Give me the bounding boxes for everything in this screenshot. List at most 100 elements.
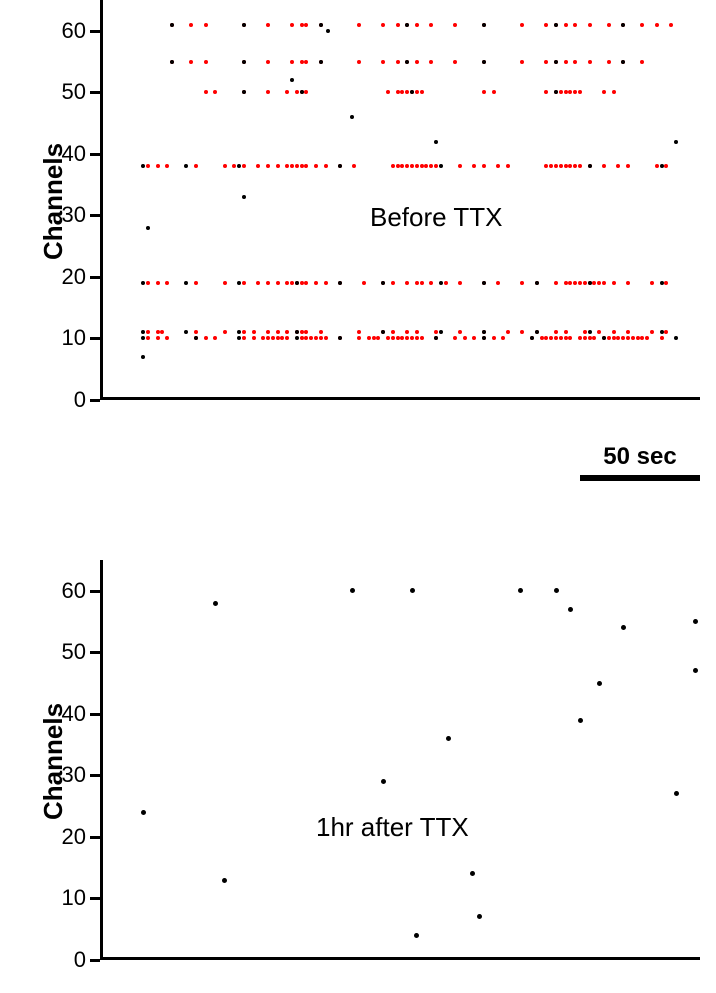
raster-dot [256, 281, 260, 285]
raster-dot [295, 330, 299, 334]
raster-dot [458, 330, 462, 334]
raster-dot [285, 90, 289, 94]
raster-dot [295, 336, 299, 340]
raster-dot [400, 336, 404, 340]
raster-dot [156, 164, 160, 168]
y-tick-label: 60 [50, 578, 86, 604]
raster-dot [674, 140, 678, 144]
y-tick-label: 0 [50, 387, 86, 413]
raster-dot [405, 330, 409, 334]
raster-dot [564, 330, 568, 334]
raster-dot [602, 164, 606, 168]
raster-dot [381, 281, 385, 285]
raster-dot [223, 281, 227, 285]
raster-dot [554, 90, 558, 94]
raster-dot [189, 23, 193, 27]
raster-dot [396, 164, 400, 168]
raster-dot [252, 336, 256, 340]
raster-dot [319, 60, 323, 64]
raster-dot [194, 281, 198, 285]
y-tick [90, 91, 100, 94]
raster-dot [415, 336, 419, 340]
raster-dot [314, 336, 318, 340]
raster-dot [588, 281, 592, 285]
raster-dot [434, 140, 438, 144]
raster-dot [568, 336, 572, 340]
raster-dot [616, 336, 620, 340]
raster-dot [309, 336, 313, 340]
raster-dot [285, 164, 289, 168]
raster-dot [420, 336, 424, 340]
raster-dot [405, 60, 409, 64]
raster-dot [544, 164, 548, 168]
raster-dot [280, 336, 284, 340]
raster-dot [568, 607, 573, 612]
raster-dot [693, 619, 698, 624]
raster-dot [304, 164, 308, 168]
raster-dot [400, 164, 404, 168]
raster-dot [194, 164, 198, 168]
raster-dot [324, 164, 328, 168]
raster-dot [660, 330, 664, 334]
raster-dot [405, 90, 409, 94]
raster-dot [564, 281, 568, 285]
raster-dot [381, 23, 385, 27]
raster-dot [470, 871, 475, 876]
raster-dot [300, 90, 304, 94]
raster-dot [237, 330, 241, 334]
raster-dot [554, 330, 558, 334]
raster-dot [415, 281, 419, 285]
y-tick [90, 214, 100, 217]
raster-dot [568, 90, 572, 94]
y-tick-label: 40 [50, 141, 86, 167]
raster-dot [396, 90, 400, 94]
raster-dot [410, 90, 414, 94]
y-tick-label: 40 [50, 701, 86, 727]
raster-dot [434, 164, 438, 168]
raster-dot [540, 336, 544, 340]
raster-dot [640, 336, 644, 340]
y-tick [90, 590, 100, 593]
raster-dot [391, 281, 395, 285]
raster-dot [554, 336, 558, 340]
raster-dot [420, 90, 424, 94]
raster-dot [204, 60, 208, 64]
raster-dot [242, 164, 246, 168]
raster-dot [621, 625, 626, 630]
raster-dot [501, 336, 505, 340]
raster-dot [650, 281, 654, 285]
raster-dot [232, 164, 236, 168]
raster-dot [266, 23, 270, 27]
raster-dot [674, 336, 678, 340]
raster-dot [213, 90, 217, 94]
raster-dot [554, 60, 558, 64]
raster-dot [669, 23, 673, 27]
raster-dot [304, 23, 308, 27]
raster-dot [357, 23, 361, 27]
raster-dot [295, 281, 299, 285]
raster-dot [554, 588, 559, 593]
raster-dot [578, 336, 582, 340]
raster-dot [184, 281, 188, 285]
raster-dot [266, 336, 270, 340]
figure-root: Channels Before TTX 0102030405060 50 sec… [0, 0, 716, 993]
raster-dot [518, 588, 523, 593]
raster-dot [223, 330, 227, 334]
raster-dot [141, 164, 145, 168]
raster-dot [583, 281, 587, 285]
raster-dot [597, 281, 601, 285]
annotation-before-ttx: Before TTX [370, 202, 502, 233]
raster-dot [592, 281, 596, 285]
raster-dot [458, 164, 462, 168]
raster-dot [242, 336, 246, 340]
raster-dot [660, 281, 664, 285]
scalebar-line [580, 475, 700, 481]
raster-dot [573, 281, 577, 285]
raster-dot [146, 330, 150, 334]
raster-dot [612, 336, 616, 340]
raster-dot [578, 718, 583, 723]
raster-dot [506, 330, 510, 334]
raster-dot [237, 164, 241, 168]
raster-dot [520, 23, 524, 27]
raster-dot [170, 60, 174, 64]
